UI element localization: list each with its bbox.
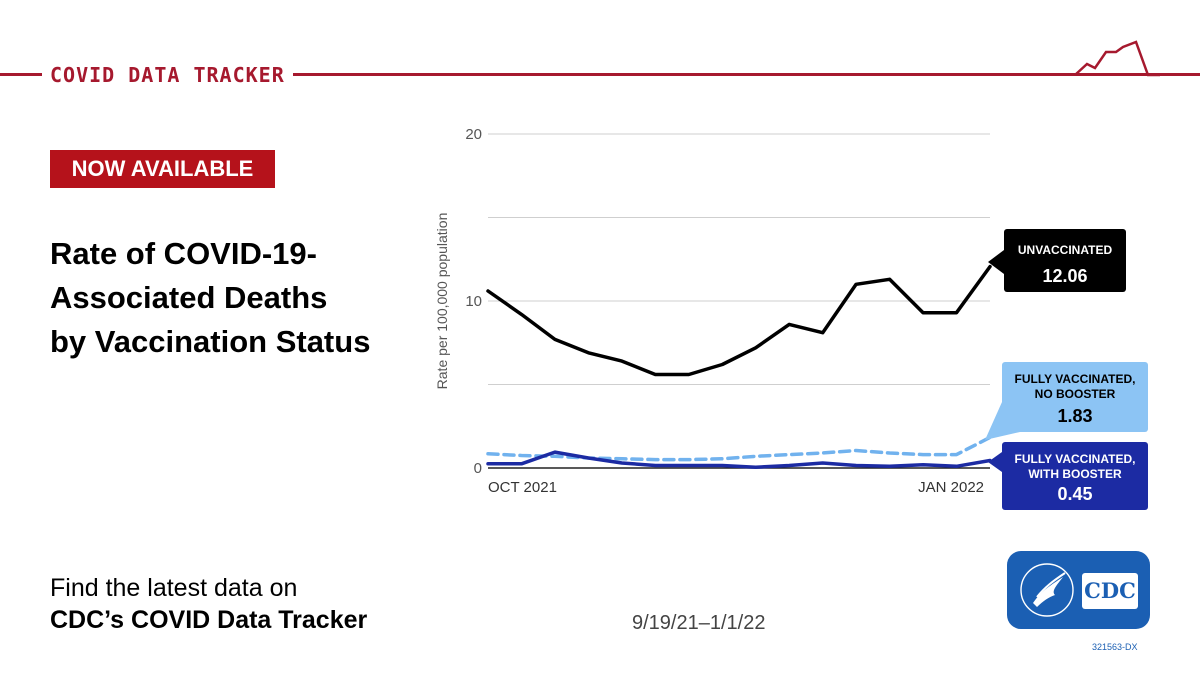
- y-tick-label: 0: [474, 460, 482, 477]
- y-axis-label: Rate per 100,000 population: [434, 213, 450, 390]
- callout-value: 1.83: [1057, 406, 1092, 426]
- series-callout-1: UNVACCINATED 12.06: [988, 229, 1126, 292]
- date-range: 9/19/21–1/1/22: [632, 612, 766, 634]
- series-line-2: [486, 435, 992, 462]
- series-line-1: [486, 264, 992, 377]
- callout-box: [1002, 442, 1148, 510]
- callout-series-name: FULLY VACCINATED,: [1015, 372, 1136, 386]
- footer-line-1: Find the latest data on: [50, 574, 298, 602]
- header-sparkline-icon: [1074, 40, 1160, 77]
- callout-value: 12.06: [1042, 266, 1087, 286]
- callout-series-name: WITH BOOSTER: [1028, 467, 1122, 481]
- series-line-3: [486, 450, 992, 469]
- now-available-badge: NOW AVAILABLE: [50, 150, 275, 188]
- callout-box: [1004, 229, 1126, 292]
- callout-pointer: [988, 452, 1002, 472]
- y-tick-label: 20: [465, 126, 482, 143]
- page-title: Rate of COVID-19- Associated Deaths by V…: [50, 232, 430, 364]
- callout-pointer: [988, 250, 1004, 274]
- footer-tracker-link[interactable]: CDC’s COVID Data Tracker: [50, 606, 368, 634]
- death-rate-line-chart: 0 10 20 Rate per 100,000 population OCT 2021…: [434, 126, 1148, 510]
- callout-value: 0.45: [1057, 484, 1092, 504]
- x-tick-label: OCT 2021: [488, 479, 557, 496]
- y-tick-label: 10: [465, 293, 482, 310]
- cdc-logo-text: CDC: [1082, 573, 1138, 609]
- header-rule: [0, 73, 1200, 76]
- callout-series-name: UNVACCINATED: [1018, 243, 1113, 257]
- document-code: 321563-DX: [1092, 642, 1138, 652]
- callout-series-name: NO BOOSTER: [1035, 387, 1116, 401]
- series-callout-3: FULLY VACCINATED,WITH BOOSTER 0.45: [988, 442, 1148, 510]
- title-line-3: by Vaccination Status: [50, 324, 371, 359]
- title-line-2: Associated Deaths: [50, 280, 328, 315]
- title-line-1: Rate of COVID-19-: [50, 236, 317, 271]
- x-tick-label: JAN 2022: [918, 479, 984, 496]
- callout-box: [1002, 362, 1148, 432]
- callout-series-name: FULLY VACCINATED,: [1015, 452, 1136, 466]
- series-callout-2: FULLY VACCINATED,NO BOOSTER 1.83: [985, 362, 1148, 440]
- hhs-eagle-icon: [1020, 563, 1074, 617]
- header-title: COVID DATA TRACKER: [42, 63, 293, 87]
